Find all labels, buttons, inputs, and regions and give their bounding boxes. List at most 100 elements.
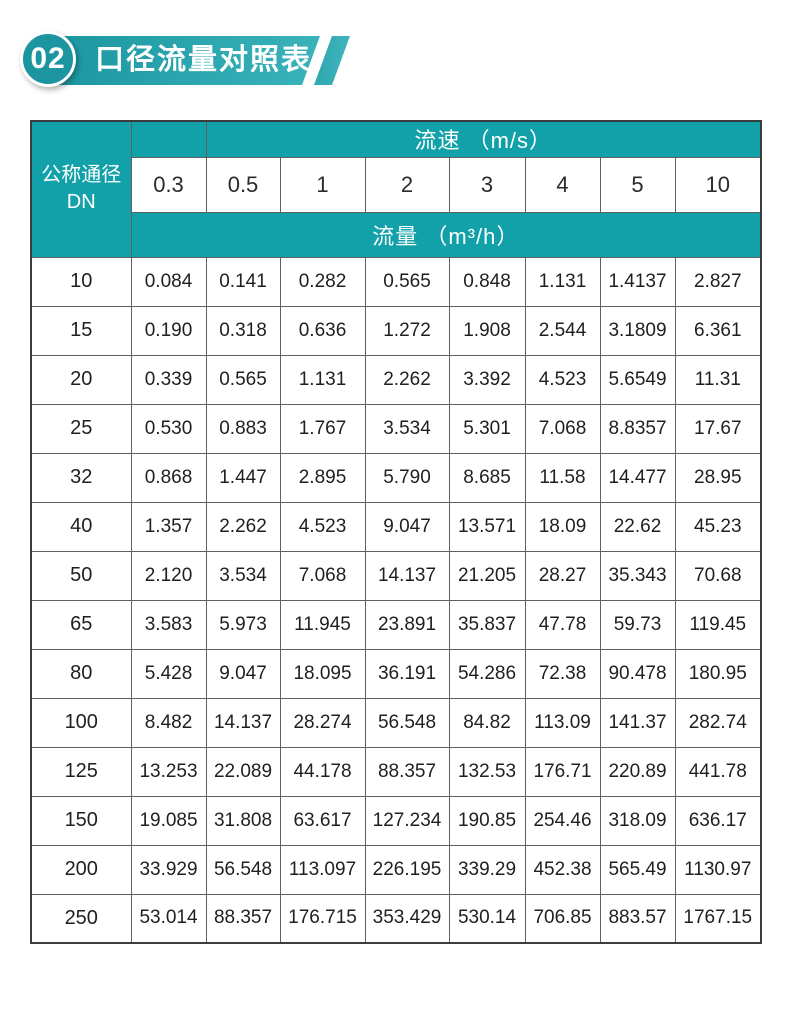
- flow-value-cell: 0.848: [448, 256, 526, 307]
- velocity-value-cell: 5: [599, 156, 676, 213]
- flow-value-cell: 3.583: [130, 599, 207, 650]
- flow-value-cell: 127.234: [364, 795, 450, 846]
- dn-cell: 65: [30, 599, 132, 650]
- flow-value-cell: 2.262: [205, 501, 281, 552]
- dn-cell: 150: [30, 795, 132, 846]
- dn-cell: 50: [30, 550, 132, 601]
- title-banner: 口径流量对照表: [48, 36, 320, 85]
- flow-value-cell: 226.195: [364, 844, 450, 895]
- flow-value-cell: 180.95: [674, 648, 762, 699]
- dn-cell: 32: [30, 452, 132, 503]
- flow-value-cell: 8.685: [448, 452, 526, 503]
- flow-value-cell: 113.09: [524, 697, 601, 748]
- empty-header-cell: [130, 120, 207, 158]
- flow-value-cell: 36.191: [364, 648, 450, 699]
- flow-value-cell: 14.137: [364, 550, 450, 601]
- flow-value-cell: 141.37: [599, 697, 676, 748]
- flow-value-cell: 1.131: [524, 256, 601, 307]
- flow-value-cell: 22.62: [599, 501, 676, 552]
- flow-value-cell: 28.27: [524, 550, 601, 601]
- flow-value-cell: 17.67: [674, 403, 762, 454]
- table-row: 20 0.339 0.565 1.131 2.262 3.392 4.523 5.6549 11…: [30, 354, 762, 405]
- flow-value-cell: 70.68: [674, 550, 762, 601]
- flow-value-cell: 33.929: [130, 844, 207, 895]
- table-row: 25 0.530 0.883 1.767 3.534 5.301 7.068 8.8357 17…: [30, 403, 762, 454]
- section-number: 02: [30, 42, 66, 75]
- flow-value-cell: 9.047: [364, 501, 450, 552]
- flow-value-cell: 318.09: [599, 795, 676, 846]
- flow-value-cell: 282.74: [674, 697, 762, 748]
- dn-cell: 20: [30, 354, 132, 405]
- flow-value-cell: 13.253: [130, 746, 207, 797]
- flow-value-cell: 56.548: [205, 844, 281, 895]
- flow-value-cell: 2.827: [674, 256, 762, 307]
- flow-value-cell: 3.392: [448, 354, 526, 405]
- flow-value-cell: 883.57: [599, 893, 676, 944]
- flow-value-cell: 452.38: [524, 844, 601, 895]
- flow-value-cell: 1.272: [364, 305, 450, 356]
- flow-value-cell: 31.808: [205, 795, 281, 846]
- flow-value-cell: 353.429: [364, 893, 450, 944]
- flow-value-cell: 35.837: [448, 599, 526, 650]
- flow-value-cell: 54.286: [448, 648, 526, 699]
- flow-value-cell: 11.58: [524, 452, 601, 503]
- flow-value-cell: 2.895: [279, 452, 366, 503]
- flow-value-cell: 3.1809: [599, 305, 676, 356]
- table-row: 200 33.929 56.548 113.097 226.195 339.29 452.3…: [30, 844, 762, 895]
- flow-value-cell: 254.46: [524, 795, 601, 846]
- velocity-value-cell: 0.5: [205, 156, 281, 213]
- section-number-badge: 02: [20, 31, 76, 87]
- flow-value-cell: 5.6549: [599, 354, 676, 405]
- flow-value-cell: 22.089: [205, 746, 281, 797]
- flow-value-cell: 190.85: [448, 795, 526, 846]
- flow-value-cell: 7.068: [524, 403, 601, 454]
- flow-value-cell: 530.14: [448, 893, 526, 944]
- flow-value-cell: 706.85: [524, 893, 601, 944]
- flow-value-cell: 1.447: [205, 452, 281, 503]
- dn-cell: 40: [30, 501, 132, 552]
- flow-value-cell: 0.318: [205, 305, 281, 356]
- flow-value-cell: 84.82: [448, 697, 526, 748]
- flow-value-cell: 1.908: [448, 305, 526, 356]
- flow-value-cell: 0.084: [130, 256, 207, 307]
- flow-value-cell: 1.131: [279, 354, 366, 405]
- section-title: 口径流量对照表: [95, 44, 313, 76]
- flow-value-cell: 0.282: [279, 256, 366, 307]
- flow-group-header: 流量 （m³/h）: [130, 211, 762, 258]
- flow-value-cell: 35.343: [599, 550, 676, 601]
- dn-cell: 200: [30, 844, 132, 895]
- dn-cell: 80: [30, 648, 132, 699]
- flow-value-cell: 0.565: [205, 354, 281, 405]
- corner-header-line2: DN: [66, 191, 96, 214]
- flow-value-cell: 1767.15: [674, 893, 762, 944]
- flow-value-cell: 0.141: [205, 256, 281, 307]
- flow-value-cell: 176.71: [524, 746, 601, 797]
- dn-cell: 15: [30, 305, 132, 356]
- flow-rate-table: 公称通径 DN 流速 （m/s） 0.3 0.5 1 2 3 4 5 10 流量 （m³/h）…: [30, 120, 763, 944]
- flow-value-cell: 88.357: [364, 746, 450, 797]
- table-row: 65 3.583 5.973 11.945 23.891 35.837 47.78 59.73…: [30, 599, 762, 650]
- flow-value-cell: 5.428: [130, 648, 207, 699]
- flow-value-cell: 2.544: [524, 305, 601, 356]
- table-row: 10 0.084 0.141 0.282 0.565 0.848 1.131 1.4137 2.…: [30, 256, 762, 307]
- flow-value-cell: 0.883: [205, 403, 281, 454]
- section-header: 口径流量对照表 02: [0, 0, 790, 110]
- flow-value-cell: 8.482: [130, 697, 207, 748]
- dn-cell: 125: [30, 746, 132, 797]
- velocity-value-cell: 2: [364, 156, 450, 213]
- table-row: 125 13.253 22.089 44.178 88.357 132.53 176.71 2…: [30, 746, 762, 797]
- velocity-group-header: 流速 （m/s）: [205, 120, 762, 158]
- flow-value-cell: 0.339: [130, 354, 207, 405]
- velocity-value-cell: 1: [279, 156, 366, 213]
- flow-value-cell: 5.973: [205, 599, 281, 650]
- flow-value-cell: 113.097: [279, 844, 366, 895]
- flow-value-cell: 0.636: [279, 305, 366, 356]
- flow-value-cell: 28.95: [674, 452, 762, 503]
- flow-value-cell: 0.868: [130, 452, 207, 503]
- flow-value-cell: 6.361: [674, 305, 762, 356]
- flow-value-cell: 0.530: [130, 403, 207, 454]
- flow-value-cell: 176.715: [279, 893, 366, 944]
- flow-value-cell: 8.8357: [599, 403, 676, 454]
- dn-cell: 25: [30, 403, 132, 454]
- flow-value-cell: 28.274: [279, 697, 366, 748]
